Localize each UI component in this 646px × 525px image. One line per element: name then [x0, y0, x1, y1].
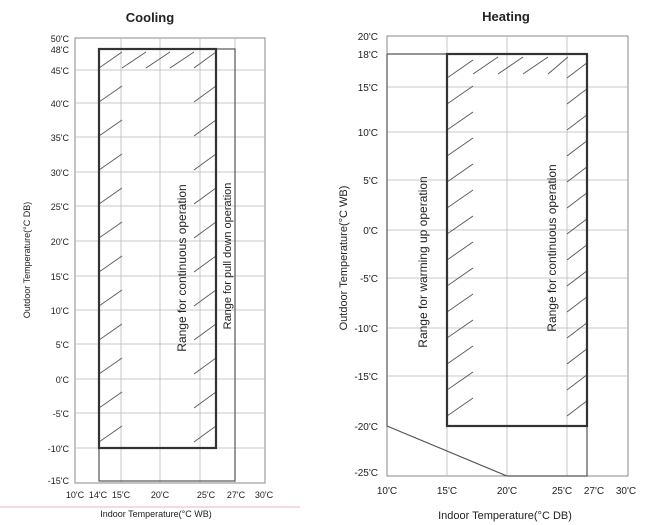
heating-continuous-label: Range for continuous operation [545, 164, 559, 331]
heating-ytick: -25'C [354, 468, 378, 479]
cooling-hatch-band-top [121, 51, 195, 69]
cooling-ytick: 48'C [51, 45, 70, 55]
heating-xtick: 27'C [584, 486, 604, 497]
cooling-ytick: 30'C [51, 168, 70, 178]
heating-ytick: -5'C [360, 274, 378, 285]
heating-y-ticks: 20'C 18'C 15'C 10'C 5'C 0'C -5'C -10'C -… [354, 32, 378, 479]
cooling-xtick: 15'C [112, 490, 131, 500]
cooling-chart: Cooling [22, 10, 274, 519]
heating-x-axis-label: Indoor Temperature(°C DB) [438, 510, 572, 522]
heating-xtick: 25'C [552, 486, 572, 497]
cooling-x-axis-label: Indoor Temperature(°C WB) [100, 509, 211, 519]
cooling-ytick: 5'C [56, 340, 70, 350]
heating-ytick: 20'C [358, 32, 378, 43]
heating-ytick: 0'C [363, 226, 378, 237]
cooling-continuous-region [97, 47, 218, 450]
cooling-hatch-band-left [99, 51, 123, 443]
heating-warmup-label: Range for warming up operation [416, 176, 430, 347]
heating-title: Heating [482, 9, 530, 24]
cooling-ytick: 40'C [51, 99, 70, 109]
cooling-continuous-label: Range for continuous operation [175, 184, 189, 351]
cooling-ytick: -5'C [53, 409, 70, 419]
cooling-ytick: -15'C [48, 476, 70, 486]
heating-ytick: 10'C [358, 128, 378, 139]
cooling-plot-frame [74, 37, 266, 484]
cooling-title: Cooling [126, 10, 174, 25]
cooling-ytick: 10'C [51, 306, 70, 316]
cooling-ytick: 45'C [51, 66, 70, 76]
heating-chart: Heating [338, 9, 636, 522]
heating-x-ticks: 10'C 15'C 20'C 25'C 27'C 30'C [377, 486, 636, 497]
cooling-y-axis-label: Outdoor Temperature(°C DB) [22, 202, 32, 318]
cooling-xtick: 30'C [255, 490, 274, 500]
heating-warmup-region [386, 53, 588, 477]
cooling-xtick: 10'C [66, 490, 85, 500]
cooling-xtick: 14'C [89, 490, 108, 500]
cooling-pulldown-label: Range for pull down operation [222, 183, 234, 330]
cooling-ytick: -10'C [48, 444, 70, 454]
heating-hatch-band-top [472, 56, 569, 75]
heating-continuous-region [445, 52, 589, 428]
cooling-hatch-band-right [193, 51, 216, 443]
cooling-xtick: 25'C [197, 490, 216, 500]
cooling-xtick: 27'C [227, 490, 246, 500]
heating-ytick: -10'C [354, 324, 378, 335]
cooling-x-ticks: 10'C 14'C 15'C 20'C 25'C 27'C 30'C [66, 490, 274, 500]
heating-ytick: 18'C [358, 50, 378, 61]
heating-hatch-band-left [447, 59, 474, 417]
cooling-pulldown-region [98, 48, 236, 482]
cooling-ytick: 15'C [51, 272, 70, 282]
cooling-grid [74, 37, 266, 484]
heating-ytick: -20'C [354, 422, 378, 433]
heating-xtick: 10'C [377, 486, 397, 497]
cooling-xtick: 20'C [151, 490, 170, 500]
cooling-ytick: 50'C [51, 34, 70, 44]
heating-y-axis-label: Outdoor Temperature(°C WB) [338, 186, 350, 331]
heating-ytick: 15'C [358, 83, 378, 94]
cooling-ytick: 25'C [51, 202, 70, 212]
cooling-ytick: 0'C [56, 375, 70, 385]
heating-xtick: 20'C [497, 486, 517, 497]
cooling-ytick: 35'C [51, 133, 70, 143]
cooling-y-ticks: 50'C 48'C 45'C 40'C 35'C 30'C 25'C 20'C … [48, 34, 70, 486]
heating-hatch-band-right [566, 62, 587, 417]
heating-ytick: 5'C [363, 176, 378, 187]
cooling-ytick: 20'C [51, 237, 70, 247]
heating-xtick: 30'C [616, 486, 636, 497]
heating-ytick: -15'C [354, 372, 378, 383]
heating-xtick: 15'C [437, 486, 457, 497]
